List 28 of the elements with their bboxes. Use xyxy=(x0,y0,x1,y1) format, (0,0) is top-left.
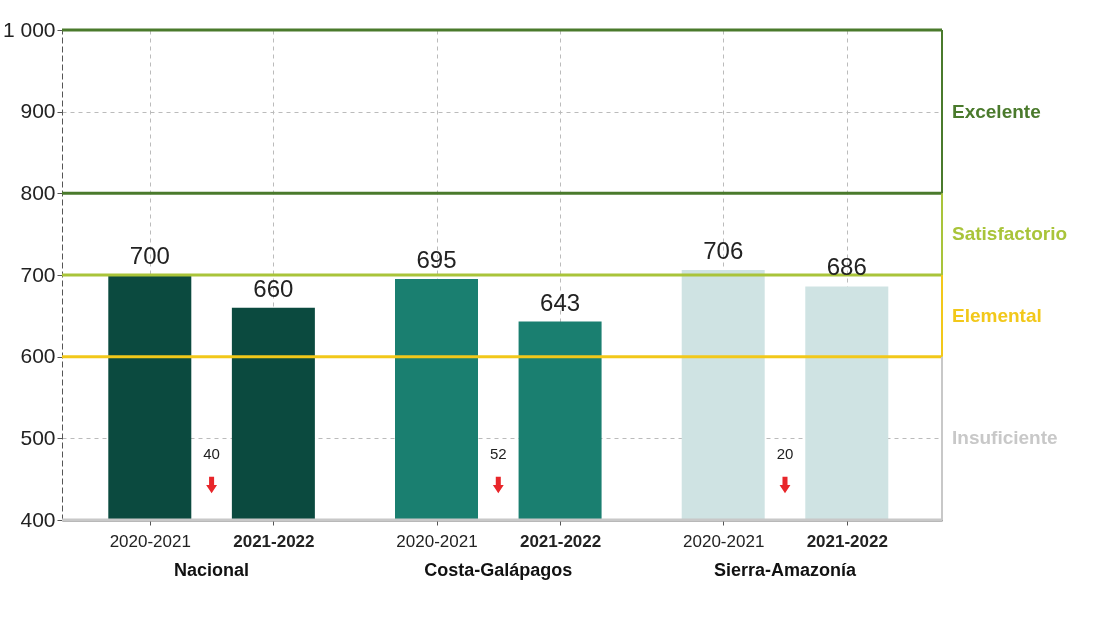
y-tick-label: 600 xyxy=(20,344,56,368)
annotation: 20 xyxy=(776,445,794,462)
y-tick-label: 800 xyxy=(20,180,56,204)
text: Sierra-Amazonía xyxy=(713,560,857,580)
y-tick-label: 900 xyxy=(20,99,56,123)
data-label: 643 xyxy=(540,288,581,316)
text: Elemental xyxy=(952,304,1042,326)
data-label: 686 xyxy=(826,253,867,281)
x-tick-label: 2021-2022 xyxy=(519,531,602,551)
y-tick-label: 700 xyxy=(20,262,56,286)
x-tick-label: 2020-2021 xyxy=(396,531,478,551)
text: Satisfactorio xyxy=(952,223,1068,245)
text: Excelente xyxy=(952,100,1041,122)
text: Nacional xyxy=(174,560,250,580)
text: Costa-Galápagos xyxy=(424,560,573,580)
y-tick-label: 500 xyxy=(20,425,56,449)
annotation: 40 xyxy=(203,445,220,462)
annotation: 52 xyxy=(489,445,507,462)
y-tick-label: 1 000 xyxy=(2,17,56,41)
data-label: 660 xyxy=(253,274,294,302)
x-tick-label: 2020-2021 xyxy=(109,531,191,551)
data-label: 700 xyxy=(129,242,170,269)
x-tick-label: 2020-2021 xyxy=(683,531,765,551)
y-tick-label: 400 xyxy=(20,507,56,531)
x-tick-label: 2021-2022 xyxy=(806,531,888,551)
data-label: 695 xyxy=(416,246,457,274)
x-tick-label: 2021-2022 xyxy=(233,531,315,551)
data-label: 706 xyxy=(703,237,744,265)
